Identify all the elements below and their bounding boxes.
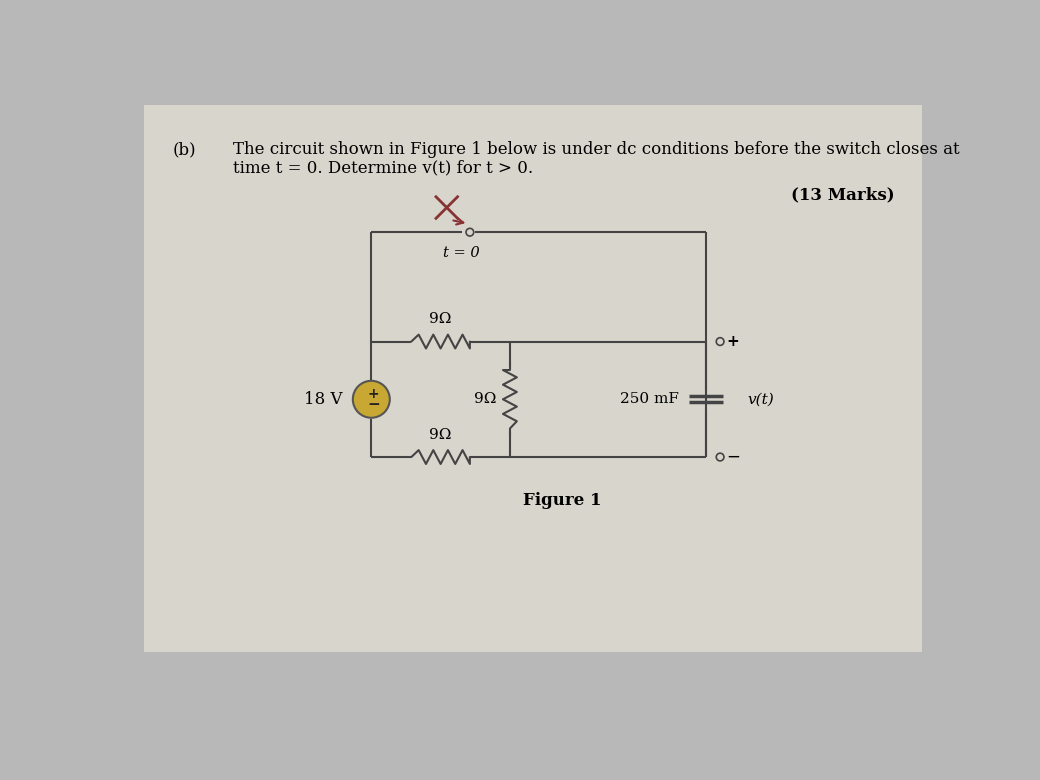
Text: (13 Marks): (13 Marks)	[791, 186, 894, 203]
Circle shape	[717, 453, 724, 461]
Text: t = 0: t = 0	[443, 246, 479, 260]
Text: The circuit shown in Figure 1 below is under dc conditions before the switch clo: The circuit shown in Figure 1 below is u…	[233, 141, 959, 158]
Text: v(t): v(t)	[747, 392, 774, 406]
Circle shape	[466, 229, 473, 236]
Text: 9Ω: 9Ω	[473, 392, 496, 406]
Text: Figure 1: Figure 1	[523, 491, 601, 509]
Text: 18 V: 18 V	[304, 391, 342, 408]
Text: time t = 0. Determine v(t) for t > 0.: time t = 0. Determine v(t) for t > 0.	[233, 159, 532, 176]
Text: +: +	[368, 387, 380, 401]
Text: 9Ω: 9Ω	[430, 312, 451, 326]
Circle shape	[717, 338, 724, 346]
Text: +: +	[726, 334, 739, 349]
Text: (b): (b)	[173, 141, 197, 158]
Text: 9Ω: 9Ω	[430, 427, 451, 441]
Text: −: −	[726, 448, 740, 466]
Circle shape	[353, 381, 390, 418]
Text: −: −	[367, 397, 380, 412]
FancyBboxPatch shape	[145, 105, 921, 652]
Text: 250 mF: 250 mF	[621, 392, 679, 406]
